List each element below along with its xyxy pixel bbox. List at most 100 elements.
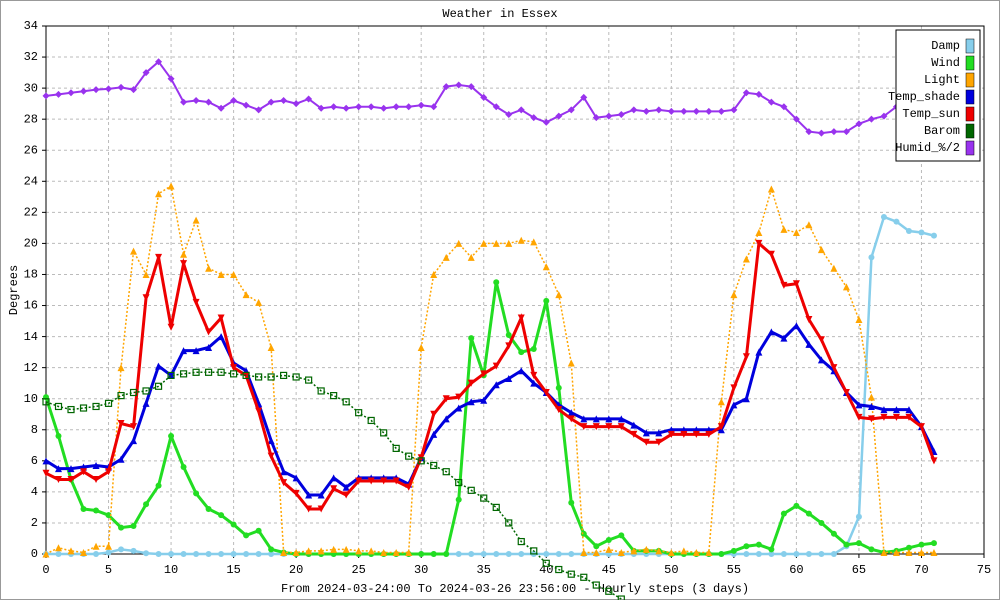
point [480,239,488,247]
point [855,401,863,409]
legend: Damp Wind Light Temp_shade Temp_sun Barom Humi… [888,29,981,162]
series-line [45,323,936,497]
point [617,415,625,423]
point [267,343,275,351]
point [805,128,813,136]
x-tick-label: 75 [977,563,991,577]
legend-swatch [965,55,975,71]
y-tick-label: 14 [24,330,38,344]
point [667,548,675,556]
point [179,370,188,378]
point [705,107,713,115]
point [142,387,150,395]
point [142,69,150,77]
legend-swatch [965,140,975,156]
point [492,103,500,111]
point [192,97,200,105]
point [780,510,787,517]
point [442,395,450,403]
point [542,559,550,567]
point [405,548,413,556]
y-tick-label: 26 [24,143,38,157]
chart-title: Weather in Essex [442,7,557,21]
point [880,112,888,120]
point [480,93,488,101]
point [380,548,388,556]
point [80,548,88,556]
point [830,530,837,537]
point [830,364,838,372]
point [105,542,113,550]
point [742,255,750,263]
point [867,415,875,423]
point [155,482,162,489]
point [330,545,338,553]
point [517,106,525,114]
point [830,264,838,272]
point [867,393,875,401]
point [118,546,125,553]
point [493,279,500,286]
point [605,587,613,595]
point [755,348,763,356]
point [355,477,363,485]
point [205,328,213,336]
point [180,250,188,258]
point [855,413,863,421]
point [405,103,413,111]
point [42,457,50,465]
point [155,190,163,198]
point [792,229,800,237]
point [430,430,438,438]
point [80,87,88,95]
point [530,238,538,246]
point [192,216,200,224]
point [430,270,438,278]
point [105,549,112,556]
point [567,409,575,417]
point [717,398,725,406]
y-tick-label: 28 [24,112,38,126]
point [642,438,650,446]
point [230,364,238,372]
y-tick-label: 20 [24,237,38,251]
y-tick-label: 24 [24,174,38,188]
y-tick-label: 10 [24,392,38,406]
point [868,254,875,261]
point [730,547,737,554]
point [117,364,125,372]
point [567,570,575,578]
point [255,551,262,557]
point [292,474,300,482]
point [905,227,912,234]
point [342,398,350,406]
point [592,423,600,431]
point [480,494,488,502]
point [430,410,438,418]
point [592,581,600,589]
point [680,107,688,115]
point [780,103,788,111]
point [42,550,50,558]
point [330,103,338,111]
point [780,334,788,342]
point [317,547,325,555]
point [154,382,163,390]
x-tick-label: 40 [539,563,553,577]
legend-label: Temp_sun [902,107,960,121]
point [605,415,613,423]
y-tick-label: 6 [31,454,38,468]
point [305,95,313,103]
point [292,373,300,381]
point [555,291,563,299]
point [505,519,513,527]
point [655,429,663,437]
point [518,349,525,356]
point [617,548,625,556]
point [242,291,250,299]
x-tick-label: 30 [414,563,428,577]
point [755,229,763,237]
point [180,347,188,355]
legend-label: Humid_%/2 [895,141,960,155]
point [92,86,100,94]
